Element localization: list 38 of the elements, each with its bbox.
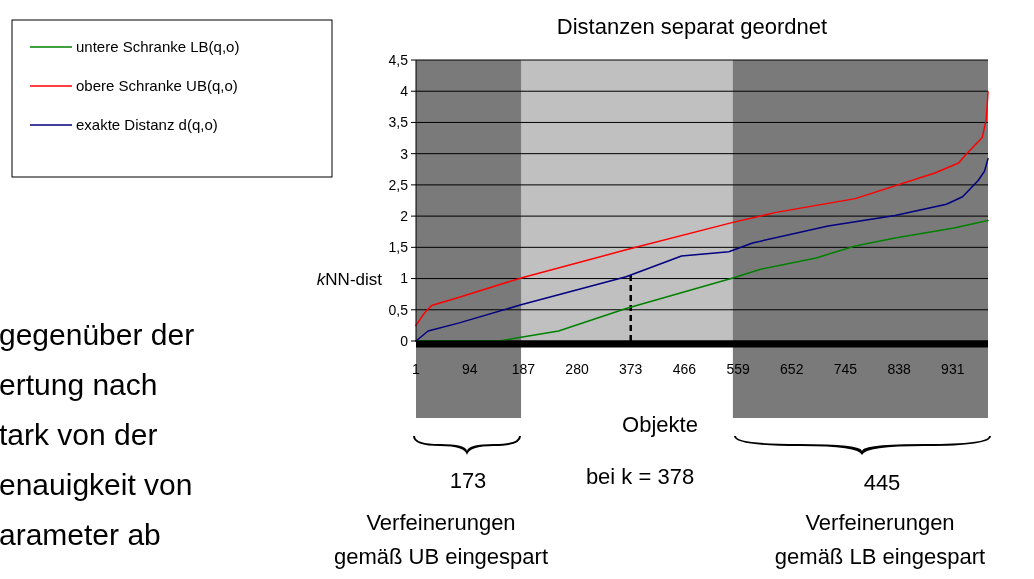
y-tick-label: 1,5 xyxy=(388,239,409,256)
x-tick-label: 373 xyxy=(619,361,643,377)
text: 445 xyxy=(863,470,901,495)
text: Verfeinerungen xyxy=(366,510,516,535)
y-tick-label: 2 xyxy=(400,208,409,225)
text: gemäß LB eingespart xyxy=(774,544,986,569)
chart-title: Distanzen separat geordnet xyxy=(556,14,828,39)
y-tick-label: 1 xyxy=(400,270,409,287)
y-axis-title: kNN-dist xyxy=(316,269,383,289)
x-tick-label: 1 xyxy=(412,361,421,377)
text: 173 xyxy=(449,468,487,493)
x-tick-label: 187 xyxy=(511,361,536,377)
y-tick-label: 4,5 xyxy=(388,51,409,68)
x-tick-label: 838 xyxy=(887,361,911,377)
x-tick-label: 94 xyxy=(461,361,478,377)
legend-label: untere Schranke LB(q,o) xyxy=(76,38,240,56)
text: bei k = 378 xyxy=(585,464,695,489)
y-tick-label: 3,5 xyxy=(388,114,409,131)
x-tick-label: 652 xyxy=(780,361,804,377)
y-tick-label: 3 xyxy=(400,145,409,162)
y-tick-label: 0 xyxy=(400,332,409,349)
x-tick-label: 931 xyxy=(941,361,965,377)
x-tick-label: 745 xyxy=(833,361,858,377)
text: tark von der xyxy=(0,418,158,451)
text: Verfeinerungen xyxy=(805,510,955,535)
y-tick-label: 4 xyxy=(400,83,409,100)
y-tick-label: 2,5 xyxy=(388,176,409,193)
text: ertung nach xyxy=(0,368,158,401)
text: gegenüber der xyxy=(0,318,195,351)
legend-label: exakte Distanz d(q,o) xyxy=(76,116,218,134)
text: arameter ab xyxy=(0,518,161,551)
x-tick-label: 466 xyxy=(672,361,697,377)
legend-label: obere Schranke UB(q,o) xyxy=(76,77,238,95)
text: gemäß UB eingespart xyxy=(334,544,548,569)
text: enauigkeit von xyxy=(0,468,193,501)
y-tick-label: 0,5 xyxy=(388,301,409,318)
x-tick-label: 280 xyxy=(565,361,589,377)
x-axis-title: Objekte xyxy=(622,412,698,437)
